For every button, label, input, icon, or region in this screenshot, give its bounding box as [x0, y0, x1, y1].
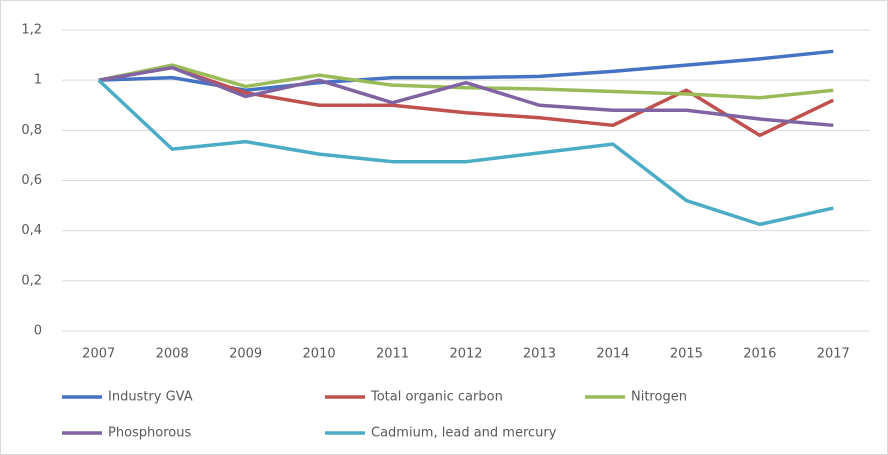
legend-label: Nitrogen	[631, 390, 687, 405]
x-tick-label: 2013	[523, 347, 556, 362]
y-tick-label: 1	[34, 73, 42, 88]
legend-label: Cadmium, lead and mercury	[371, 426, 557, 441]
x-tick-label: 2010	[303, 347, 336, 362]
x-tick-label: 2012	[449, 347, 482, 362]
y-tick-label: 0	[34, 324, 42, 339]
y-tick-label: 0,2	[21, 273, 42, 288]
x-tick-label: 2009	[229, 347, 262, 362]
legend-label: Industry GVA	[108, 390, 193, 405]
legend-label: Total organic carbon	[370, 390, 503, 405]
x-tick-label: 2008	[156, 347, 189, 362]
y-tick-label: 0,8	[21, 123, 42, 138]
series-line	[97, 78, 834, 227]
x-tick-label: 2007	[82, 347, 115, 362]
x-tick-label: 2017	[817, 347, 850, 362]
series-line	[98, 65, 834, 128]
x-tick-label: 2016	[743, 347, 776, 362]
y-tick-label: 0,6	[21, 173, 42, 188]
y-tick-label: 0,4	[21, 223, 42, 238]
x-tick-label: 2011	[376, 347, 409, 362]
x-tick-label: 2014	[596, 347, 629, 362]
series-line	[98, 63, 834, 100]
series-line	[98, 65, 835, 138]
x-tick-label: 2015	[670, 347, 703, 362]
y-tick-label: 1,2	[21, 23, 42, 38]
legend-label: Phosphorous	[108, 426, 192, 441]
